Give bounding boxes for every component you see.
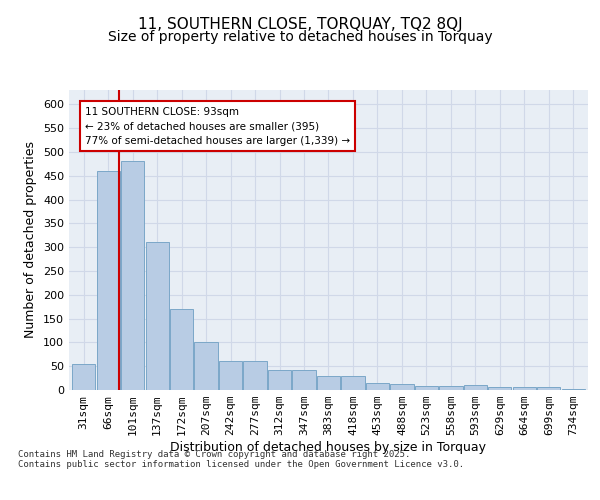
Bar bbox=[97, 171, 120, 390]
Bar bbox=[537, 386, 560, 390]
Text: Contains HM Land Registry data © Crown copyright and database right 2025.
Contai: Contains HM Land Registry data © Crown c… bbox=[18, 450, 464, 469]
Y-axis label: Number of detached properties: Number of detached properties bbox=[25, 142, 37, 338]
Bar bbox=[170, 309, 193, 390]
Bar bbox=[415, 386, 438, 390]
Bar bbox=[121, 162, 144, 390]
Bar bbox=[513, 386, 536, 390]
Bar bbox=[341, 376, 365, 390]
Text: 11, SOUTHERN CLOSE, TORQUAY, TQ2 8QJ: 11, SOUTHERN CLOSE, TORQUAY, TQ2 8QJ bbox=[137, 18, 463, 32]
Bar bbox=[292, 370, 316, 390]
Bar bbox=[146, 242, 169, 390]
Bar bbox=[366, 383, 389, 390]
Bar bbox=[72, 364, 95, 390]
X-axis label: Distribution of detached houses by size in Torquay: Distribution of detached houses by size … bbox=[170, 441, 487, 454]
Text: 11 SOUTHERN CLOSE: 93sqm
← 23% of detached houses are smaller (395)
77% of semi-: 11 SOUTHERN CLOSE: 93sqm ← 23% of detach… bbox=[85, 106, 350, 146]
Bar bbox=[391, 384, 413, 390]
Bar bbox=[268, 370, 291, 390]
Bar bbox=[464, 385, 487, 390]
Bar bbox=[562, 388, 585, 390]
Bar bbox=[244, 362, 266, 390]
Bar bbox=[219, 362, 242, 390]
Text: Size of property relative to detached houses in Torquay: Size of property relative to detached ho… bbox=[107, 30, 493, 44]
Bar bbox=[488, 386, 511, 390]
Bar bbox=[194, 342, 218, 390]
Bar bbox=[317, 376, 340, 390]
Bar bbox=[439, 386, 463, 390]
